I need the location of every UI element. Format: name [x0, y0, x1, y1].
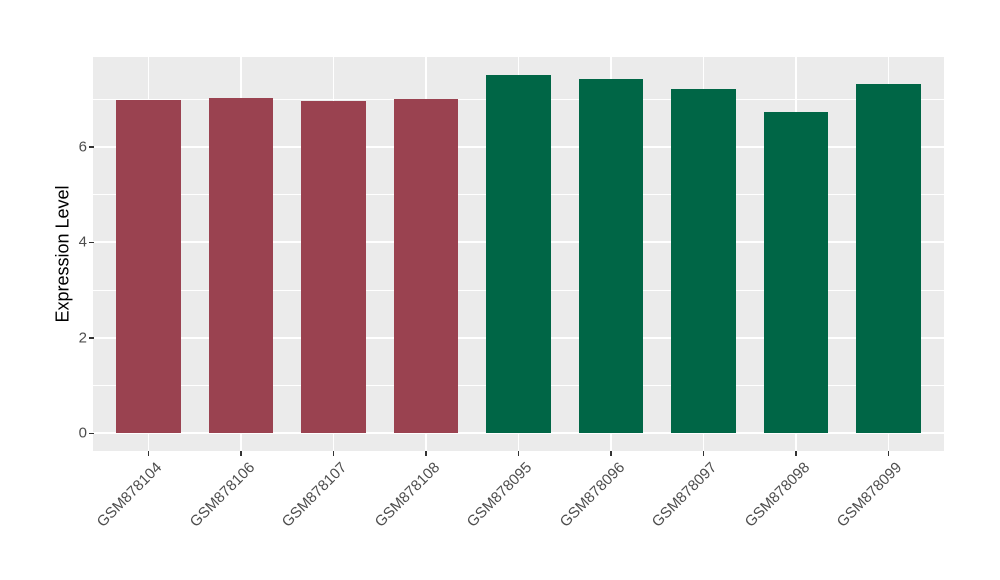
- y-tick-mark: [89, 241, 94, 244]
- bar-GSM878108: [393, 98, 459, 434]
- x-tick-label: GSM878096: [556, 459, 629, 531]
- x-tick-mark: [517, 451, 520, 456]
- x-tick-label: GSM878107: [278, 459, 351, 531]
- x-tick-mark: [147, 451, 150, 456]
- bar-GSM878104: [116, 99, 181, 434]
- bar-GSM878107: [301, 101, 366, 434]
- bar-GSM878097: [671, 88, 736, 434]
- y-tick-label: 4: [78, 233, 87, 251]
- x-tick-label: GSM878104: [93, 459, 166, 531]
- y-tick-mark: [89, 146, 94, 148]
- x-tick-mark: [702, 451, 705, 456]
- bar-GSM878106: [208, 97, 274, 434]
- y-tick-mark: [89, 337, 94, 339]
- x-tick-label: GSM878106: [186, 459, 259, 531]
- x-tick-label: GSM878097: [648, 459, 721, 531]
- x-tick-label: GSM878099: [833, 459, 906, 531]
- bar-GSM878096: [578, 78, 644, 434]
- y-tick-mark: [89, 432, 94, 435]
- bar-GSM878095: [486, 74, 551, 434]
- plot-panel: [93, 57, 944, 451]
- x-tick-mark: [795, 451, 797, 456]
- x-tick-mark: [332, 451, 335, 456]
- x-tick-mark: [240, 451, 242, 456]
- x-tick-label: GSM878108: [371, 459, 444, 531]
- bar-GSM878099: [856, 84, 921, 434]
- y-tick-label: 0: [78, 424, 87, 442]
- x-tick-mark: [425, 451, 427, 456]
- y-tick-label: 2: [78, 329, 87, 347]
- bar-GSM878098: [763, 112, 829, 434]
- y-axis-title: Expression Level: [52, 185, 73, 323]
- x-tick-label: GSM878098: [741, 459, 814, 531]
- x-tick-mark: [887, 451, 890, 456]
- x-tick-mark: [610, 451, 612, 456]
- y-tick-label: 6: [78, 138, 87, 156]
- x-tick-label: GSM878095: [463, 459, 536, 531]
